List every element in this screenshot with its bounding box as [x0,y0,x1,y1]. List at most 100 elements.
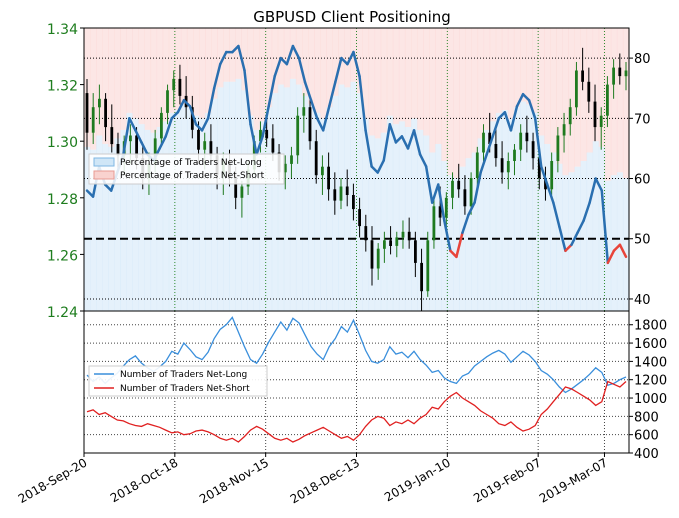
candle-body [370,240,374,269]
candle-body [407,231,411,241]
candle-body [166,90,169,113]
net-short-band [471,28,479,153]
net-short-band [344,28,351,88]
candle-body [110,127,114,145]
net-short-band [356,28,363,94]
net-short-band [495,28,503,113]
net-long-pct-segment [243,68,252,126]
net-short-band [132,28,139,119]
net-short-band [247,28,254,116]
net-long-band [211,98,218,312]
net-long-pct-segment [194,123,204,132]
net-long-band [320,118,327,311]
net-long-band [604,180,612,311]
legend-count-short-label: Number of Traders Net-Short [120,384,250,394]
price-axis: 1.34 1.32 1.30 1.28 1.26 1.24 [47,22,84,321]
count-tick-label: 1600 [634,337,667,352]
net-long-band [471,152,479,311]
net-long-band [465,158,472,311]
candle-body [389,240,392,246]
candle-body [556,135,560,161]
candles [85,47,628,311]
candle-body [234,178,238,198]
net-short-band [386,28,394,116]
net-long-pct-segment [364,129,373,168]
net-short-band [562,28,569,176]
candle-body [575,70,578,108]
net-long-band [622,178,630,311]
candle-body [414,240,417,263]
net-long-band [253,129,261,311]
net-long-pct-segment [358,74,367,132]
net-long-pct-segment [327,80,337,108]
net-long-pct-segment [206,86,216,120]
net-short-band [259,28,267,122]
net-short-band [616,28,624,173]
net-long-pct-segment [170,111,180,120]
candle-body [197,129,200,150]
candle-body [265,129,269,139]
net-long-band [295,84,303,311]
top-fills [84,28,630,312]
net-long-pct-segment [588,177,597,204]
net-long-band [550,152,557,311]
net-long-pct-segment [485,135,495,156]
net-long-band [114,138,121,311]
net-long-band [302,95,309,312]
net-short-band [199,28,206,119]
price-tick-label: 1.32 [47,79,78,95]
net-long-band [265,107,273,311]
net-long-pct-segment [497,111,507,120]
legend-net-short-swatch [93,170,115,180]
net-long-pct-segment [576,219,585,234]
net-long-pct-segment [582,201,591,222]
net-short-band [253,28,261,130]
net-short-band [156,28,164,127]
legend-bottom: Number of Traders Net-Long Number of Tra… [88,365,268,397]
count-axis: 1800 1600 1400 1200 1000 800 600 400 [629,319,667,462]
net-long-pct-segment [400,135,410,150]
net-short-band [271,28,279,94]
net-long-band [380,132,388,311]
candle-body [308,107,312,142]
net-short-band [568,28,575,173]
candle-body [593,101,597,128]
net-short-band [205,28,212,113]
net-short-band [435,28,442,144]
net-short-band [398,28,406,122]
net-long-pct-segment [594,177,604,192]
candle-body [537,158,541,178]
price-tick-label: 1.34 [47,22,78,38]
candle-body [85,93,89,133]
candle-body [624,70,628,77]
net-short-band [114,28,121,139]
net-long-band [144,129,152,311]
net-long-pct-segment [200,117,210,132]
net-long-pct-segment [600,189,610,265]
net-long-pct-segment [515,92,525,108]
net-long-pct-segment [479,153,488,174]
candle-body [469,178,473,207]
net-long-band [314,112,321,312]
candle-body [562,124,566,136]
count-net-short-line [86,380,627,443]
net-short-band [368,28,376,136]
candle-body [259,129,262,142]
net-short-band [507,28,515,119]
net-short-pct-segment [612,243,622,253]
net-long-pct-segment [158,135,167,150]
legend-bottom-box [88,365,268,397]
candle-body [190,107,194,130]
net-short-band [229,28,236,82]
candle-body [104,98,107,128]
candle-body [321,166,324,176]
net-short-band [96,28,103,136]
net-long-band [132,118,139,311]
net-long-pct-segment [182,99,192,108]
candle-body [98,98,101,108]
net-short-band [429,28,436,153]
net-long-pct-segment [570,231,579,247]
net-short-band [550,28,557,153]
candle-body [599,115,603,127]
net-long-band [404,127,412,311]
